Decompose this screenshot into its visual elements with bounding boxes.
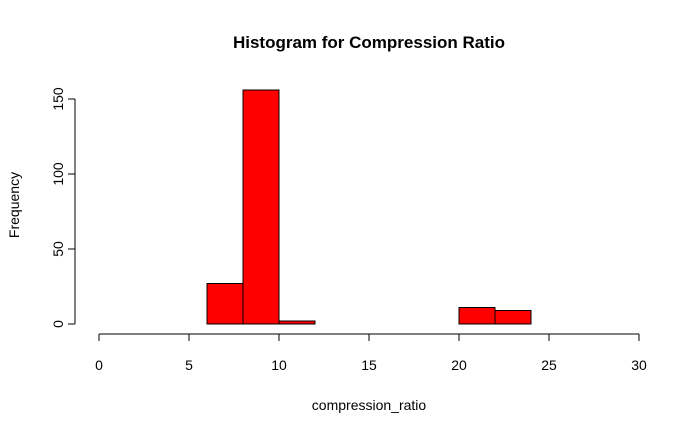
x-tick-label: 25: [541, 357, 557, 373]
y-axis: 0 50 100 150: [50, 87, 76, 328]
y-tick-label: 0: [50, 320, 66, 328]
histogram-bar-8: [458, 307, 496, 325]
histogram-bar-3: [278, 320, 316, 325]
histogram-bar-9: [494, 310, 532, 325]
x-tick-label: 5: [185, 357, 193, 373]
y-tick-label: 50: [50, 241, 66, 257]
x-tick-label: 20: [451, 357, 467, 373]
x-tick-label: 30: [631, 357, 647, 373]
bars-group: [206, 89, 532, 325]
x-axis-label: compression_ratio: [312, 397, 427, 413]
y-axis-label: Frequency: [6, 172, 22, 238]
chart-title: Histogram for Compression Ratio: [233, 33, 505, 52]
x-tick-label: 0: [95, 357, 103, 373]
y-tick-label: 150: [50, 87, 66, 111]
x-tick-label: 15: [361, 357, 377, 373]
y-tick-label: 100: [50, 162, 66, 186]
x-tick-label: 10: [271, 357, 287, 373]
histogram-bar-2: [242, 89, 280, 325]
histogram-bar-1: [206, 283, 244, 325]
x-axis: 0 5 10 15 20 25 30: [95, 333, 647, 373]
